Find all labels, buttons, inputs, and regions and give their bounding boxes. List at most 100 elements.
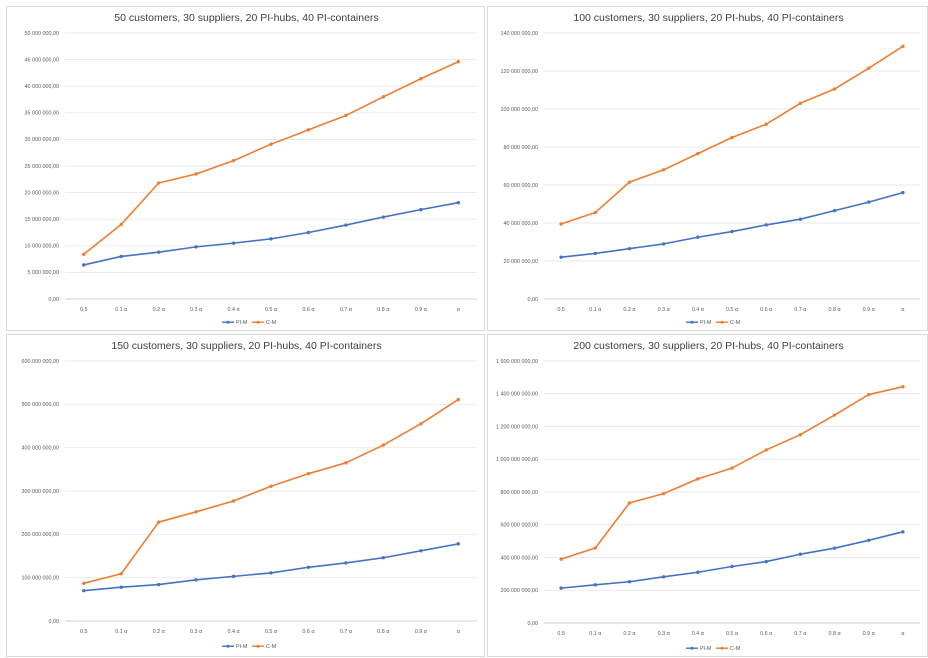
x-tick-label: α (901, 631, 904, 637)
x-tick-label: 0.3 α (658, 631, 670, 637)
x-tick-label: 0.4 α (227, 307, 239, 313)
data-point-pi-m (156, 250, 161, 254)
data-point-c-m (269, 142, 273, 146)
x-tick-label: 0.1 α (115, 307, 127, 313)
data-point-c-m (156, 520, 161, 524)
data-point-c-m (627, 180, 632, 184)
y-tick-label: 140 000 000,00 (501, 31, 538, 37)
y-tick-label: 20 000 000,00 (504, 259, 538, 265)
x-tick-label: 0.3 α (658, 307, 670, 313)
data-point-c-m (456, 397, 460, 402)
y-tick-label: 120 000 000,00 (501, 69, 538, 75)
data-point-pi-m (730, 229, 734, 234)
data-point-pi-m (867, 200, 871, 204)
data-point-c-m (381, 443, 386, 447)
y-tick-label: 40 000 000,00 (25, 84, 59, 90)
x-tick-label: 0.5 (557, 307, 565, 313)
x-tick-label: 0.4 α (227, 629, 239, 635)
data-point-c-m (231, 499, 236, 503)
data-point-c-m (231, 158, 236, 163)
data-point-c-m (764, 448, 768, 452)
legend-label: PI-M (700, 646, 712, 652)
data-point-c-m (832, 413, 837, 417)
y-tick-label: 200 000 000,00 (22, 532, 59, 538)
y-tick-label: 1 600 000 000,00 (496, 359, 538, 365)
series-line-c-m (560, 45, 904, 225)
chart-panel-50-customers: 50 customers, 30 suppliers, 20 PI-hubs, … (6, 6, 485, 331)
x-tick-label: 0.6 α (760, 307, 772, 313)
data-point-pi-m (381, 215, 386, 219)
data-point-pi-m (119, 585, 123, 589)
chart-200-customers: 200 customers, 30 suppliers, 20 PI-hubs,… (496, 340, 920, 652)
x-tick-label: 0.3 α (190, 307, 202, 313)
x-tick-label: 0.8 α (377, 629, 389, 635)
chart-title: 100 customers, 30 suppliers, 20 PI-hubs,… (573, 12, 843, 24)
data-point-c-m (798, 432, 803, 437)
y-tick-label: 0,00 (49, 297, 60, 303)
x-tick-label: 0.2 α (153, 307, 165, 313)
y-tick-label: 35 000 000,00 (25, 111, 59, 117)
data-point-pi-m (798, 552, 803, 556)
y-tick-label: 0,00 (528, 297, 539, 303)
data-point-pi-m (593, 251, 597, 256)
x-tick-label: 0.5 (80, 629, 88, 635)
data-point-c-m (82, 252, 86, 257)
x-tick-label: 0.6 α (760, 631, 772, 637)
series-line-c-m (83, 61, 459, 255)
x-tick-label: 0.3 α (190, 629, 202, 635)
data-point-pi-m (661, 575, 666, 579)
x-tick-label: 0.5 (80, 307, 88, 313)
y-tick-label: 1 200 000 000,00 (496, 424, 538, 430)
chart-150-customers: 150 customers, 30 suppliers, 20 PI-hubs,… (22, 340, 477, 650)
data-point-pi-m (730, 564, 734, 569)
data-point-c-m (419, 77, 423, 81)
series-line-pi-m (561, 531, 904, 589)
y-tick-label: 0,00 (528, 621, 539, 627)
data-point-pi-m (559, 255, 563, 259)
legend-marker (256, 320, 260, 324)
x-tick-label: 0.5 α (726, 631, 738, 637)
x-tick-label: 0.1 α (589, 631, 601, 637)
legend-label: C-M (266, 320, 277, 326)
x-tick-label: 0.7 α (794, 307, 806, 313)
legend-marker (690, 646, 694, 650)
data-point-pi-m (269, 237, 273, 241)
legend-marker (226, 320, 230, 324)
x-tick-label: 0.1 α (589, 307, 601, 313)
y-tick-label: 30 000 000,00 (25, 137, 59, 143)
data-point-c-m (661, 168, 666, 172)
legend-label: C-M (730, 646, 741, 652)
data-point-c-m (593, 546, 597, 550)
y-tick-label: 50 000 000,00 (25, 31, 59, 37)
data-point-c-m (82, 581, 86, 585)
data-point-pi-m (231, 574, 236, 579)
y-tick-label: 1 000 000 000,00 (496, 457, 538, 463)
y-tick-label: 600 000 000,00 (22, 359, 59, 365)
y-tick-label: 800 000 000,00 (501, 490, 538, 496)
y-tick-label: 5 000 000,00 (28, 270, 59, 276)
x-tick-label: 0.5 α (265, 307, 277, 313)
data-point-pi-m (419, 207, 423, 212)
x-tick-label: 0.2 α (153, 629, 165, 635)
x-tick-label: 0.1 α (115, 629, 127, 635)
x-tick-label: 0.8 α (828, 307, 840, 313)
series-line-c-m (560, 385, 904, 560)
x-tick-label: 0.8 α (828, 631, 840, 637)
data-point-c-m (344, 113, 348, 118)
data-point-c-m (156, 181, 161, 185)
legend-marker (256, 644, 260, 648)
data-point-c-m (456, 60, 460, 64)
legend-marker (720, 320, 724, 324)
x-tick-label: 0.5 α (726, 307, 738, 313)
data-point-pi-m (306, 565, 311, 569)
chart-title: 150 customers, 30 suppliers, 20 PI-hubs,… (111, 340, 381, 352)
data-point-c-m (901, 385, 905, 389)
chart-50-customers: 50 customers, 30 suppliers, 20 PI-hubs, … (25, 12, 477, 326)
series-line-pi-m (561, 191, 904, 258)
y-tick-label: 100 000 000,00 (22, 575, 59, 581)
y-tick-label: 400 000 000,00 (501, 555, 538, 561)
x-tick-label: α (457, 307, 460, 313)
data-point-pi-m (231, 241, 236, 245)
y-tick-label: 60 000 000,00 (504, 183, 538, 189)
chart-panel-150-customers: 150 customers, 30 suppliers, 20 PI-hubs,… (6, 334, 485, 657)
